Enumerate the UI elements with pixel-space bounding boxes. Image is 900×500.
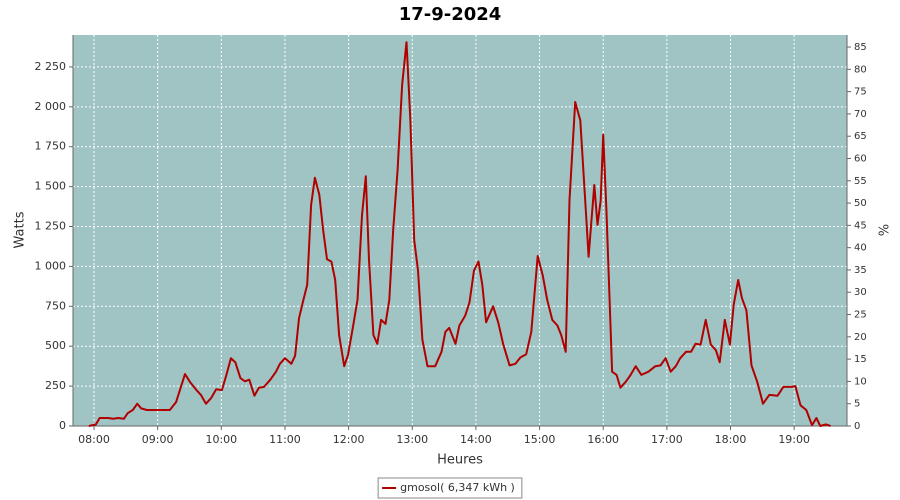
y2-tick-label: 20 bbox=[854, 332, 867, 343]
y-axis-label: Watts bbox=[13, 211, 28, 248]
y-tick-label: 250 bbox=[45, 379, 66, 392]
x-tick-label: 19:00 bbox=[778, 433, 810, 446]
y2-tick-label: 80 bbox=[854, 64, 867, 75]
legend-label: gmosol( 6,347 kWh ) bbox=[400, 481, 515, 494]
x-tick-label: 10:00 bbox=[205, 433, 237, 446]
y2-tick-label: 0 bbox=[854, 421, 860, 432]
y2-tick-label: 25 bbox=[854, 310, 867, 321]
y2-tick-label: 45 bbox=[854, 220, 867, 231]
x-tick-label: 16:00 bbox=[587, 433, 619, 446]
legend-box bbox=[377, 477, 523, 499]
x-tick-label: 17:00 bbox=[651, 433, 683, 446]
x-tick-label: 13:00 bbox=[396, 433, 428, 446]
y2-tick-label: 65 bbox=[854, 131, 867, 142]
y2-tick-label: 55 bbox=[854, 176, 867, 187]
y-tick-label: 0 bbox=[59, 419, 66, 432]
y-tick-label: 1 250 bbox=[35, 220, 67, 233]
plot-area bbox=[73, 35, 847, 426]
y2-tick-label: 85 bbox=[854, 42, 867, 53]
y2-tick-label: 10 bbox=[854, 376, 867, 387]
x-tick-label: 11:00 bbox=[269, 433, 301, 446]
y-tick-label: 2 000 bbox=[35, 100, 67, 113]
x-tick-label: 08:00 bbox=[78, 433, 110, 446]
y2-axis-label: % bbox=[875, 224, 890, 236]
y2-tick-label: 40 bbox=[854, 243, 867, 254]
y-tick-label: 1 000 bbox=[35, 259, 67, 272]
y-tick-label: 1 750 bbox=[35, 140, 67, 153]
legend: gmosol( 6,347 kWh ) bbox=[377, 477, 523, 499]
y-tick-label: 1 500 bbox=[35, 180, 67, 193]
y2-tick-label: 35 bbox=[854, 265, 867, 276]
x-tick-label: 12:00 bbox=[333, 433, 365, 446]
y-tick-label: 2 250 bbox=[35, 60, 67, 73]
y2-tick-label: 75 bbox=[854, 87, 867, 98]
x-axis-label: Heures bbox=[437, 453, 483, 468]
x-tick-label: 18:00 bbox=[715, 433, 747, 446]
y2-tick-label: 30 bbox=[854, 287, 867, 298]
x-tick-label: 14:00 bbox=[460, 433, 492, 446]
y2-tick-label: 15 bbox=[854, 354, 867, 365]
y2-tick-label: 5 bbox=[854, 399, 860, 410]
y2-tick-label: 60 bbox=[854, 153, 867, 164]
chart-title: 17-9-2024 bbox=[399, 4, 502, 25]
x-tick-label: 15:00 bbox=[524, 433, 556, 446]
y2-tick-label: 50 bbox=[854, 198, 867, 209]
data-line bbox=[88, 41, 831, 427]
y-tick-label: 750 bbox=[45, 299, 66, 312]
x-tick-label: 09:00 bbox=[142, 433, 174, 446]
y2-tick-label: 70 bbox=[854, 109, 867, 120]
y-tick-label: 500 bbox=[45, 339, 66, 352]
